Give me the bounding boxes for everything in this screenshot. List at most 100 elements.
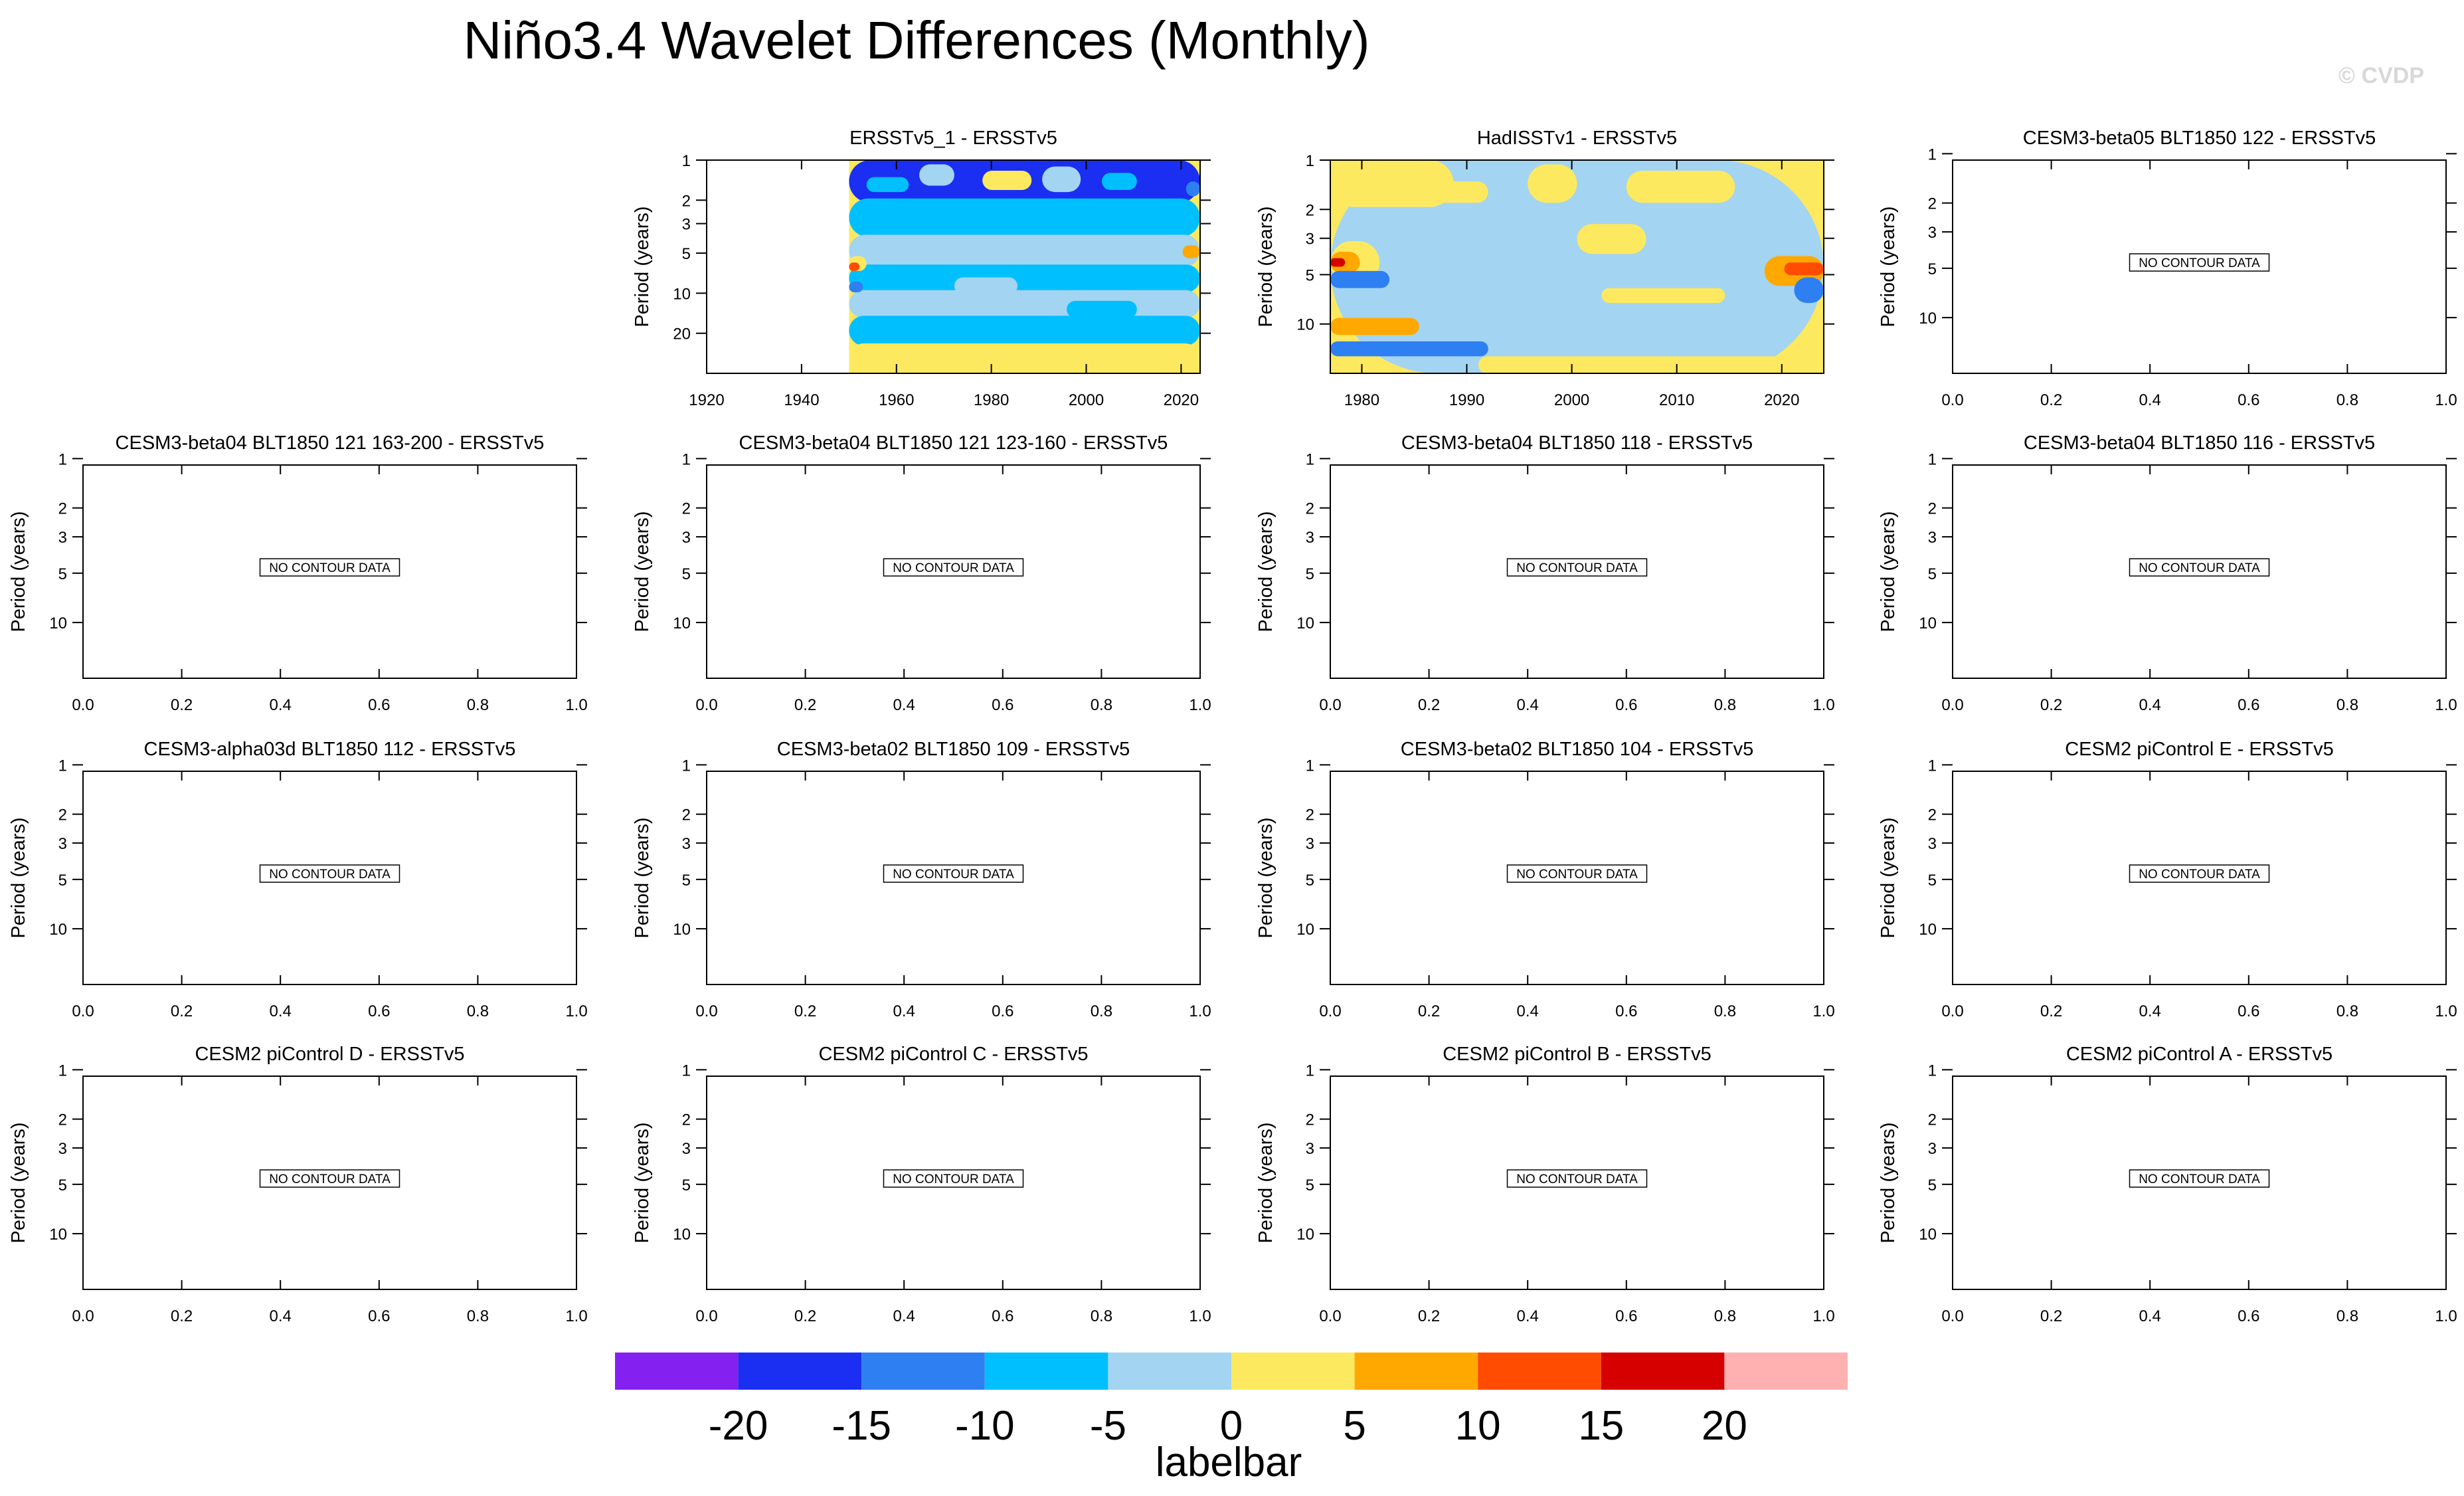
y-tick-label: 3: [1306, 231, 1314, 248]
x-tick-label: 0.0: [1319, 1002, 1341, 1020]
x-tick-label: 0.8: [1714, 1002, 1736, 1020]
x-tick-label: 0.2: [2040, 696, 2062, 714]
y-tick-label: 3: [1306, 1140, 1314, 1158]
y-axis-label: Period (years): [1878, 817, 1899, 938]
y-tick-label: 5: [1306, 1176, 1314, 1194]
x-tick-label: 0.6: [368, 696, 390, 714]
colorbar-tick-label: 10: [1455, 1403, 1501, 1449]
y-axis-label: Period (years): [8, 511, 29, 632]
x-tick-label: 1990: [1449, 391, 1484, 409]
no-data-box: [259, 558, 400, 577]
panel-title: CESM2 piControl B - ERSSTv5: [1443, 1044, 1712, 1065]
y-tick-label: 10: [1919, 921, 1937, 939]
x-tick-label: 0.6: [1615, 1307, 1637, 1325]
colorbar-tick-label: 5: [1343, 1403, 1365, 1449]
x-tick-label: 0.0: [72, 1307, 94, 1325]
y-axis-label: Period (years): [1878, 206, 1899, 327]
y-tick-label: 10: [1296, 1226, 1314, 1244]
contour-region: [1186, 181, 1200, 197]
contour-region: [1330, 318, 1419, 335]
x-tick-label: 0.2: [794, 1002, 816, 1020]
y-tick-label: 2: [1928, 1111, 1937, 1129]
panel-title: CESM3-beta04 BLT1850 121 123-160 - ERSST…: [739, 432, 1168, 454]
x-tick-label: 0.0: [1941, 1002, 1963, 1020]
x-tick-label: 1.0: [1812, 696, 1834, 714]
contour-region: [1330, 258, 1346, 267]
no-data-box: [259, 864, 400, 883]
panels-grid: ERSSTv5_1 - ERSSTv5 Period (years) 1920 194…: [8, 128, 2457, 1325]
contour-region: [919, 164, 954, 186]
x-tick-label: 0.4: [1517, 1002, 1539, 1020]
colorbar-swatch: [1354, 1353, 1478, 1390]
panel-cesm3-beta04-blt1850-121-163-200-ersstv5: CESM3-beta04 BLT1850 121 163-200 - ERSST…: [8, 432, 588, 714]
y-tick-label: 5: [1306, 872, 1314, 889]
y-tick-label: 2: [682, 192, 691, 210]
panel-cesm3-beta05-blt1850-122-ersstv5: CESM3-beta05 BLT1850 122 - ERSSTv5 Period…: [1878, 128, 2457, 409]
contour-region: [1330, 341, 1488, 357]
x-tick-label: 1920: [689, 391, 724, 409]
x-tick-label: 0.2: [1418, 1307, 1440, 1325]
panel-title: CESM2 piControl A - ERSSTv5: [2066, 1044, 2332, 1065]
x-tick-label: 0.6: [2238, 696, 2259, 714]
y-tick-label: 5: [682, 245, 691, 263]
contour-region: [954, 277, 1018, 295]
y-tick-label: 1: [58, 757, 67, 775]
x-tick-label: 0.0: [72, 1002, 94, 1020]
no-data-label: NO CONTOUR DATA: [893, 561, 1014, 575]
colorbar-swatch: [1231, 1353, 1355, 1390]
colorbar-swatch: [1478, 1353, 1601, 1390]
colorbar-swatch: [615, 1353, 739, 1390]
x-tick-label: 0.6: [992, 696, 1013, 714]
y-tick-label: 1: [1306, 1062, 1314, 1079]
x-tick-label: 0.6: [2238, 1307, 2259, 1325]
copyright-watermark: © CVDP: [2338, 63, 2424, 88]
x-tick-label: 0.6: [992, 1002, 1013, 1020]
y-tick-label: 1: [1928, 450, 1937, 468]
x-tick-label: 1.0: [1812, 1307, 1834, 1325]
x-tick-label: 0.4: [893, 1002, 915, 1020]
x-tick-label: 1.0: [1189, 696, 1211, 714]
y-tick-label: 2: [58, 1111, 67, 1129]
y-tick-label: 1: [682, 152, 691, 170]
contour-region: [1330, 270, 1390, 288]
colorbar-tick-label: 20: [1702, 1403, 1747, 1449]
y-tick-label: 10: [49, 1226, 67, 1244]
no-data-box: [1506, 864, 1648, 883]
contour-field: [849, 160, 1200, 373]
y-tick-label: 1: [1306, 152, 1314, 170]
panel-title: ERSSTv5_1 - ERSSTv5: [849, 128, 1057, 149]
colorbar-swatch: [1108, 1353, 1231, 1390]
y-tick-label: 5: [1928, 565, 1937, 583]
x-tick-label: 0.2: [1418, 696, 1440, 714]
panel-cesm2-picontrol-b-ersstv5: CESM2 piControl B - ERSSTv5 Period (years…: [1255, 1044, 1835, 1325]
no-data-box: [2129, 864, 2270, 883]
y-tick-label: 10: [673, 1226, 691, 1244]
no-data-label: NO CONTOUR DATA: [893, 868, 1014, 882]
colorbar-swatch: [1724, 1353, 1848, 1390]
x-tick-label: 0.2: [794, 696, 816, 714]
no-data-label: NO CONTOUR DATA: [269, 868, 391, 882]
x-tick-label: 0.6: [992, 1307, 1013, 1325]
y-tick-label: 5: [682, 565, 691, 583]
x-tick-label: 1.0: [1812, 1002, 1834, 1020]
panel-title: HadISSTv1 - ERSSTv5: [1477, 128, 1677, 149]
panel-cesm2-picontrol-e-ersstv5: CESM2 piControl E - ERSSTv5 Period (years…: [1878, 739, 2457, 1020]
no-data-label: NO CONTOUR DATA: [1516, 561, 1638, 575]
x-tick-label: 0.4: [1517, 696, 1539, 714]
y-tick-label: 2: [682, 806, 691, 824]
no-data-label: NO CONTOUR DATA: [1516, 1172, 1638, 1186]
y-tick-label: 5: [1928, 1176, 1937, 1194]
plot-frame: [1330, 159, 1824, 374]
y-tick-label: 1: [1306, 757, 1314, 775]
plot-frame: [82, 771, 577, 985]
colorbar-swatch: [1601, 1353, 1725, 1390]
contour-region: [1784, 262, 1824, 276]
panel-cesm2-picontrol-c-ersstv5: CESM2 piControl C - ERSSTv5 Period (years…: [632, 1044, 1211, 1325]
x-tick-label: 2020: [1764, 391, 1799, 409]
x-tick-label: 1.0: [2435, 696, 2457, 714]
panel-cesm3-beta04-blt1850-116-ersstv5: CESM3-beta04 BLT1850 116 - ERSSTv5 Period…: [1878, 432, 2457, 714]
plot-frame: [1330, 771, 1824, 985]
colorbar-tick-label: 0: [1220, 1403, 1243, 1449]
x-tick-label: 0.2: [2040, 1002, 2062, 1020]
x-tick-label: 1.0: [1189, 1002, 1211, 1020]
